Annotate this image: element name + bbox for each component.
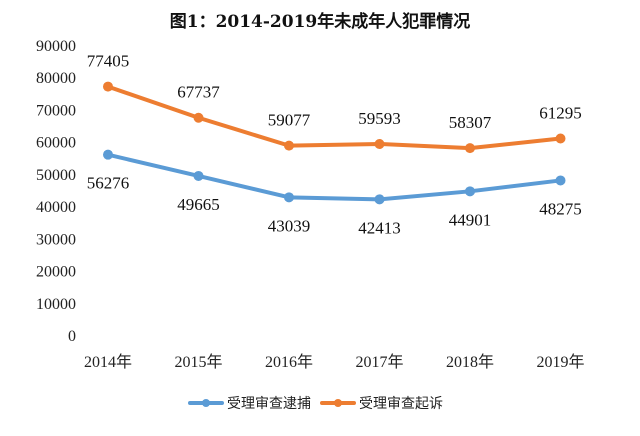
- x-tick-label: 2017年: [355, 353, 403, 371]
- y-tick-label: 80000: [36, 70, 76, 87]
- series-points: [103, 81, 566, 205]
- y-tick-label: 20000: [36, 264, 76, 281]
- series-lines: [106, 84, 563, 202]
- y-tick-label: 90000: [36, 38, 76, 55]
- y-tick-label: 30000: [36, 231, 76, 248]
- data-label: 58307: [449, 113, 492, 132]
- data-point: [374, 138, 385, 149]
- chart-title: 图1：2014-2019年未成年人犯罪情况: [170, 11, 471, 32]
- legend-marker: [334, 399, 342, 407]
- data-label: 61295: [539, 103, 582, 122]
- data-label: 59077: [268, 111, 311, 130]
- y-axis: 0 10000 20000 30000 40000 50000 60000 70000 8000…: [36, 38, 76, 345]
- data-label: 67737: [177, 83, 220, 102]
- data-point: [193, 170, 204, 181]
- legend-label: 受理审查逮捕: [227, 396, 311, 412]
- y-tick-label: 50000: [36, 167, 76, 184]
- x-tick-label: 2014年: [84, 353, 132, 371]
- data-point: [284, 140, 294, 151]
- data-point: [374, 194, 385, 205]
- data-label: 43039: [268, 216, 311, 235]
- data-label: 48275: [539, 199, 582, 218]
- data-point: [103, 81, 113, 92]
- x-tick-label: 2018年: [446, 353, 494, 371]
- y-tick-label: 40000: [36, 199, 76, 216]
- data-point: [284, 192, 294, 203]
- data-point: [465, 186, 475, 197]
- data-point: [103, 149, 113, 160]
- data-label: 49665: [177, 195, 220, 214]
- data-label: 59593: [358, 109, 401, 128]
- y-tick-label: 10000: [36, 296, 76, 313]
- legend-label: 受理审查起诉: [359, 396, 443, 412]
- y-tick-label: 60000: [36, 135, 76, 152]
- x-axis: 2014年 2015年 2016年 2017年 2018年 2019年: [84, 353, 585, 371]
- data-point: [465, 143, 475, 154]
- x-tick-label: 2015年: [174, 353, 222, 371]
- data-label: 56276: [87, 174, 130, 193]
- data-point: [555, 133, 566, 144]
- data-label: 77405: [87, 52, 130, 71]
- data-label: 42413: [358, 218, 401, 237]
- y-tick-label: 0: [68, 328, 76, 345]
- data-label: 44901: [449, 210, 492, 229]
- data-point: [193, 112, 204, 123]
- data-point: [555, 175, 566, 186]
- y-tick-label: 70000: [36, 102, 76, 119]
- x-tick-label: 2019年: [536, 353, 584, 371]
- x-tick-label: 2016年: [265, 353, 313, 371]
- data-labels: 56276 49665 43039 42413 44901 48275 77405 67737…: [87, 52, 582, 238]
- legend: 受理审查逮捕 受理审查起诉: [188, 396, 443, 412]
- series-line-2: [106, 84, 563, 151]
- series-line-1: [106, 152, 563, 202]
- legend-marker: [202, 399, 210, 407]
